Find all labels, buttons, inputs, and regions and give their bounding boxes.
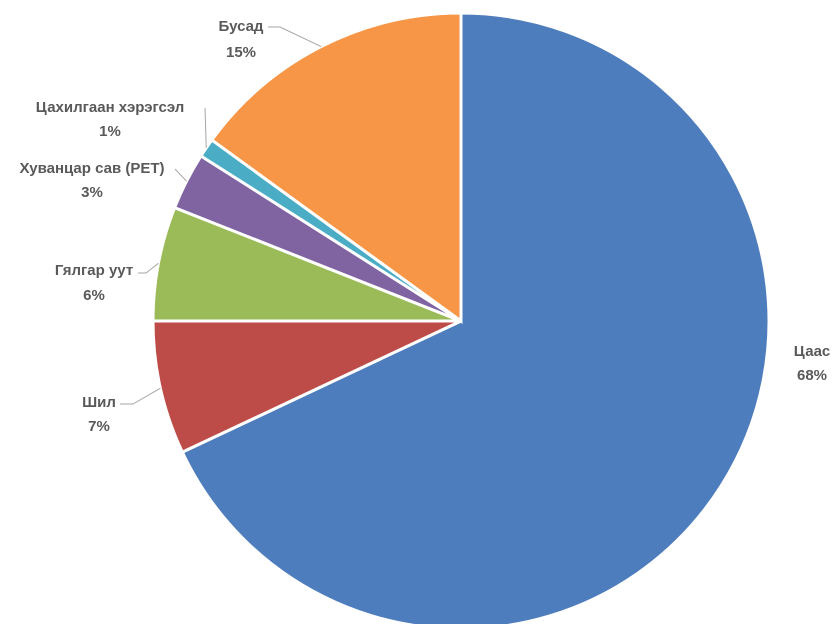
leader-lines [120, 26, 322, 405]
data-label-group-1: Шил 7% [82, 394, 116, 435]
slice-label-huvantsar-sav: Хуванцар сав (PET) [19, 160, 164, 177]
slice-label-tsaas: Цаас [794, 343, 831, 360]
slice-value-gyalgar-uut: 6% [83, 287, 105, 304]
leader-line-1 [120, 387, 161, 405]
slice-label-shil: Шил [82, 394, 116, 411]
data-label-group-3: Хуванцар сав (PET) 3% [19, 160, 164, 201]
data-label-group-0: Цаас 68% [794, 343, 831, 384]
slice-label-tsahilgaan: Цахилгаан хэрэгсэл [36, 99, 185, 116]
slice-value-tsaas: 68% [797, 367, 827, 384]
leader-line-3 [174, 168, 187, 182]
data-label-group-2: Гялгар уут 6% [55, 262, 133, 304]
slice-value-shil: 7% [88, 418, 110, 435]
slice-value-tsahilgaan: 1% [99, 123, 121, 140]
slice-label-gyalgar-uut: Гялгар уут [55, 262, 133, 279]
leader-line-5 [268, 26, 322, 48]
data-label-group-5: Бусад 15% [219, 18, 264, 61]
pie-slice-5 [209, 11, 463, 324]
slice-label-busad: Бусад [219, 18, 264, 35]
data-label-group-4: Цахилгаан хэрэгсэл 1% [36, 99, 185, 140]
pie-slice-0 [180, 11, 771, 624]
leader-line-4 [204, 107, 207, 148]
slice-value-huvantsar-sav: 3% [81, 184, 103, 201]
slice-value-busad: 15% [226, 44, 256, 61]
leader-line-2 [138, 262, 159, 274]
pie-slices [151, 11, 771, 624]
